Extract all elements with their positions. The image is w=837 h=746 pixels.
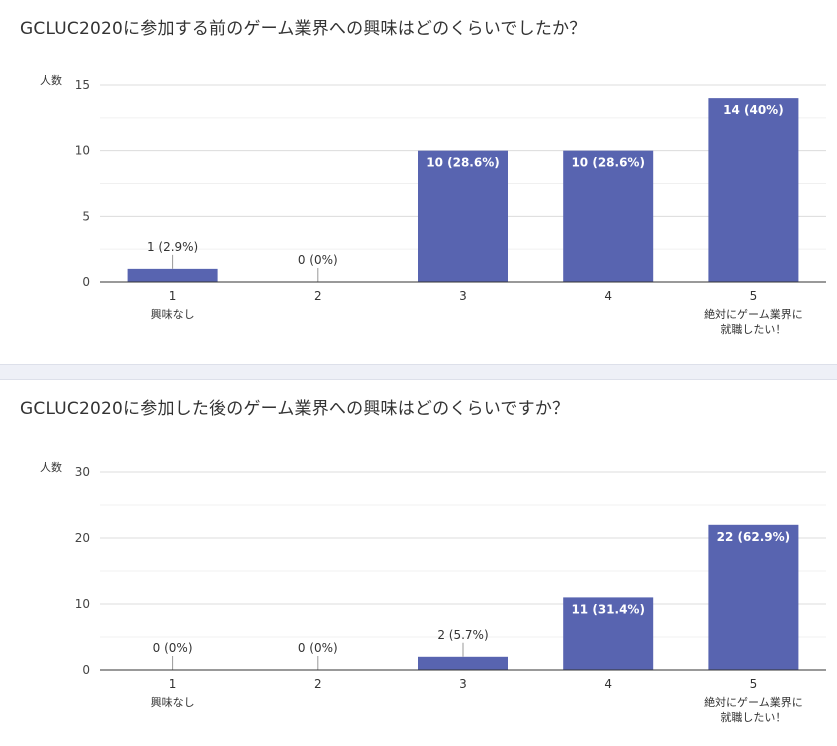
chart-panel-after: GCLUC2020に参加した後のゲーム業界への興味はどのくらいですか？ 0 10 2…: [0, 380, 837, 746]
x-tick-label: 5: [750, 289, 758, 303]
data-label: 14 (40%): [723, 103, 784, 117]
x-tick-label: 5: [750, 677, 758, 691]
data-label: 22 (62.9%): [717, 530, 790, 544]
chart-title: GCLUC2020に参加した後のゲーム業界への興味はどのくらいですか？: [20, 399, 570, 419]
y-tick-label: 0: [82, 275, 90, 289]
y-tick-label: 5: [82, 209, 90, 223]
bar-chart-before: 0 5 10 15 人数 1 (2.9%) 1 興味なし 0 (0%) 2 10 (28.6%) 3 1…: [40, 74, 826, 336]
chart-panel-before: GCLUC2020に参加する前のゲーム業界への興味はどのくらいでしたか？ 0 5 1…: [0, 0, 837, 364]
x-tick-label: 1: [169, 289, 177, 303]
x-tick-label: 3: [459, 289, 467, 303]
bar: [418, 150, 508, 282]
y-tick-label: 0: [82, 663, 90, 677]
bar: [418, 656, 508, 670]
y-tick-label: 10: [75, 597, 90, 611]
x-tick-sublabel: 興味なし: [151, 696, 195, 709]
x-tick-sublabel: 絶対にゲーム業界に: [704, 307, 803, 321]
panel-separator: [0, 364, 837, 380]
data-label: 0 (0%): [298, 641, 338, 655]
x-tick-sublabel: 就職したい！: [720, 710, 786, 724]
x-tick-label: 3: [459, 677, 467, 691]
x-tick-label: 4: [604, 677, 612, 691]
x-tick-label: 4: [604, 289, 612, 303]
x-tick-label: 2: [314, 289, 322, 303]
x-tick-sublabel: 興味なし: [151, 308, 195, 321]
bar-chart-after: 0 10 20 30 人数 0 (0%) 1 興味なし 0 (0%) 2 2 (5.7%) 3 11 (…: [40, 461, 826, 724]
bar: [563, 597, 654, 670]
data-label: 10 (28.6%): [571, 156, 644, 170]
data-label: 10 (28.6%): [426, 156, 499, 170]
x-tick-label: 1: [169, 677, 177, 691]
y-tick-label: 20: [75, 531, 90, 545]
x-tick-sublabel: 就職したい！: [720, 322, 786, 336]
bar: [127, 268, 218, 282]
data-label: 0 (0%): [298, 253, 338, 267]
y-tick-label: 10: [75, 144, 90, 158]
data-label: 0 (0%): [153, 641, 193, 655]
y-tick-label: 30: [75, 465, 90, 479]
bar: [563, 150, 654, 282]
chart-title: GCLUC2020に参加する前のゲーム業界への興味はどのくらいでしたか？: [20, 19, 587, 39]
bar: [708, 98, 799, 282]
y-tick-label: 15: [75, 78, 90, 92]
x-tick-sublabel: 絶対にゲーム業界に: [704, 695, 803, 709]
x-tick-label: 2: [314, 677, 322, 691]
y-axis-label: 人数: [40, 461, 62, 474]
data-label: 2 (5.7%): [437, 628, 488, 642]
data-label: 11 (31.4%): [571, 602, 644, 616]
y-axis-label: 人数: [40, 74, 62, 87]
bar: [708, 524, 799, 670]
data-label: 1 (2.9%): [147, 240, 198, 254]
